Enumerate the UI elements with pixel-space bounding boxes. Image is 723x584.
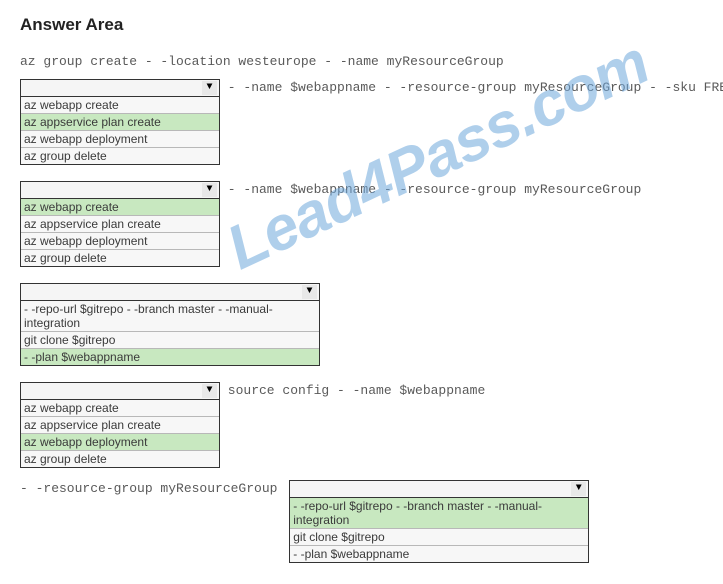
chevron-down-icon: ▼ [302,285,317,299]
dropdown-1-list[interactable]: az webapp createaz appservice plan creat… [20,97,220,165]
page-title: Answer Area [20,15,703,35]
dropdown-option[interactable]: git clone $gitrepo [290,529,588,546]
dropdown-option[interactable]: az group delete [21,148,219,164]
dropdown-option[interactable]: az appservice plan create [21,114,219,131]
dropdown-option[interactable]: - -repo-url $gitrepo - -branch master - … [290,498,588,529]
dropdown-2[interactable]: ▼ az webapp createaz appservice plan cre… [20,181,220,267]
command-prefix-5: - -resource-group myResourceGroup [20,480,285,498]
chevron-down-icon: ▼ [571,482,586,496]
dropdown-4-head[interactable]: ▼ [20,382,220,400]
chevron-down-icon: ▼ [202,183,217,197]
dropdown-4[interactable]: ▼ az webapp createaz appservice plan cre… [20,382,220,468]
dropdown-option[interactable]: az group delete [21,451,219,467]
dropdown-option[interactable]: az webapp deployment [21,131,219,148]
dropdown-3-list[interactable]: - -repo-url $gitrepo - -branch master - … [20,301,320,366]
dropdown-3[interactable]: ▼ - -repo-url $gitrepo - -branch master … [20,283,320,366]
dropdown-5-head[interactable]: ▼ [289,480,589,498]
command-trail-4: source config - -name $webappname [220,382,485,400]
dropdown-1[interactable]: ▼ az webapp createaz appservice plan cre… [20,79,220,165]
command-line-1: az group create - -location westeurope -… [20,53,703,71]
dropdown-option[interactable]: - -repo-url $gitrepo - -branch master - … [21,301,319,332]
command-trail-2: - -name $webappname - -resource-group my… [220,181,641,199]
chevron-down-icon: ▼ [202,384,217,398]
dropdown-option[interactable]: az appservice plan create [21,216,219,233]
dropdown-option[interactable]: git clone $gitrepo [21,332,319,349]
dropdown-2-head[interactable]: ▼ [20,181,220,199]
dropdown-5[interactable]: ▼ - -repo-url $gitrepo - -branch master … [289,480,589,563]
dropdown-option[interactable]: az group delete [21,250,219,266]
dropdown-option[interactable]: az webapp create [21,199,219,216]
dropdown-option[interactable]: - -plan $webappname [290,546,588,562]
dropdown-option[interactable]: az webapp create [21,400,219,417]
dropdown-option[interactable]: az webapp deployment [21,434,219,451]
chevron-down-icon: ▼ [202,81,217,95]
dropdown-4-list[interactable]: az webapp createaz appservice plan creat… [20,400,220,468]
dropdown-option[interactable]: az webapp create [21,97,219,114]
dropdown-option[interactable]: - -plan $webappname [21,349,319,365]
dropdown-3-head[interactable]: ▼ [20,283,320,301]
command-trail-1: - -name $webappname - -resource-group my… [220,79,723,97]
dropdown-2-list[interactable]: az webapp createaz appservice plan creat… [20,199,220,267]
dropdown-1-head[interactable]: ▼ [20,79,220,97]
dropdown-option[interactable]: az webapp deployment [21,233,219,250]
dropdown-5-list[interactable]: - -repo-url $gitrepo - -branch master - … [289,498,589,563]
dropdown-option[interactable]: az appservice plan create [21,417,219,434]
